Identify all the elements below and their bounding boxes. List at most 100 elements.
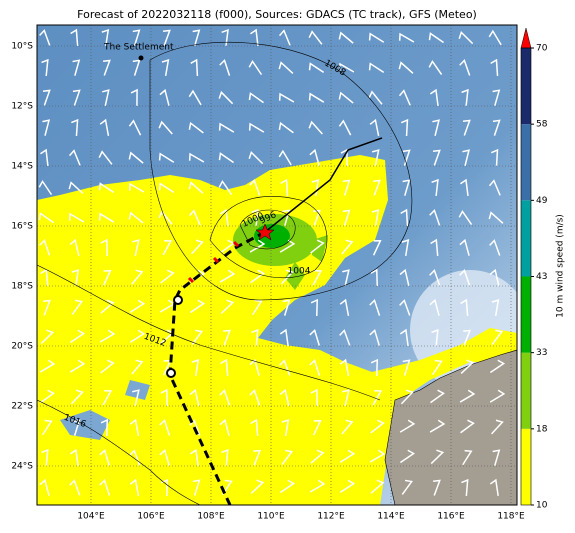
barb-stroke xyxy=(460,298,469,317)
wind-barb xyxy=(39,478,50,496)
wind-barb xyxy=(308,120,323,135)
wind-barb xyxy=(71,118,79,137)
barb-stroke xyxy=(40,268,49,287)
wind-barb xyxy=(68,149,81,166)
wind-barb xyxy=(162,29,171,46)
wind-barb xyxy=(99,329,116,343)
wind-barb xyxy=(338,62,355,73)
wind-barb xyxy=(38,179,53,196)
wind-barb xyxy=(462,149,470,166)
barb-stroke xyxy=(42,89,51,106)
wind-barb xyxy=(339,298,350,317)
barb-stroke xyxy=(458,30,474,45)
wind-barb xyxy=(160,388,168,407)
wind-barb xyxy=(42,419,53,436)
wind-barb xyxy=(159,88,170,106)
barb-stroke xyxy=(430,238,439,257)
wind-barb xyxy=(340,148,348,167)
barb-stroke xyxy=(102,389,113,406)
wind-barb xyxy=(70,389,84,405)
barb-stroke xyxy=(399,299,411,316)
wind-barb xyxy=(278,149,292,166)
wind-barb xyxy=(218,152,235,164)
calm-patch xyxy=(60,380,150,440)
wind-barb xyxy=(431,178,439,197)
wind-barb xyxy=(429,419,446,433)
wind-barb xyxy=(460,178,469,197)
wind-barb xyxy=(128,119,142,136)
wind-barb xyxy=(488,179,501,196)
barb-stroke xyxy=(131,269,144,285)
wind-barb xyxy=(401,479,414,495)
barb-stroke xyxy=(401,239,410,257)
barb-stroke xyxy=(158,210,173,225)
barb-stroke xyxy=(488,179,501,196)
barb-stroke xyxy=(72,419,81,436)
barb-stroke xyxy=(251,208,259,227)
wind-barb xyxy=(339,329,351,346)
barb-stroke xyxy=(160,269,175,284)
wind-barb xyxy=(430,389,445,404)
barb-stroke xyxy=(309,359,321,376)
wind-barb xyxy=(40,329,55,345)
wind-barb xyxy=(189,448,199,467)
barb-stroke xyxy=(252,299,263,316)
barb-stroke xyxy=(71,299,84,315)
barb-stroke xyxy=(250,269,265,284)
wind-barb xyxy=(279,388,290,406)
wind-barb xyxy=(41,58,49,77)
barb-stroke xyxy=(338,119,352,136)
barb-stroke xyxy=(188,181,204,194)
wind-barb xyxy=(72,59,81,76)
barb-stroke xyxy=(338,91,354,104)
wind-barb xyxy=(162,239,173,256)
barb-stroke xyxy=(128,211,144,224)
barb-stroke xyxy=(190,58,199,77)
lat-label: 14°S xyxy=(11,162,33,172)
colorbar-segment xyxy=(521,276,531,353)
wind-barb xyxy=(399,268,410,286)
lon-label: 116°E xyxy=(437,512,465,522)
barb-stroke xyxy=(372,389,383,406)
barb-stroke xyxy=(100,418,109,437)
barb-stroke xyxy=(250,28,259,47)
barb-stroke xyxy=(41,448,49,467)
wind-barb xyxy=(309,328,321,346)
wind-barb xyxy=(281,419,290,437)
wind-barb xyxy=(342,389,350,406)
wind-barb xyxy=(460,359,475,375)
wind-barb xyxy=(248,150,264,165)
wind-barb xyxy=(429,209,441,226)
lat-label: 10°S xyxy=(11,42,33,52)
barb-stroke xyxy=(310,388,318,407)
wind-barb xyxy=(220,358,229,377)
colorbar-segment xyxy=(521,200,531,277)
wind-barb xyxy=(130,88,138,107)
colorbar-tick-label: 70 xyxy=(536,44,548,54)
wind-barb xyxy=(129,329,146,343)
wind-barb xyxy=(338,31,354,44)
isobars xyxy=(37,41,413,505)
wind-barb xyxy=(368,62,385,73)
wind-barb xyxy=(253,449,262,466)
wind-barb xyxy=(341,239,354,255)
wind-barb xyxy=(192,29,201,46)
lon-label: 104°E xyxy=(77,512,105,522)
wind-barb xyxy=(132,389,140,406)
lat-label: 20°S xyxy=(11,342,33,352)
barb-stroke xyxy=(68,212,85,223)
wind-barb xyxy=(189,299,206,314)
wind-barb xyxy=(159,419,171,436)
wind-barb xyxy=(400,118,409,137)
colorbar-segment xyxy=(521,124,531,201)
map-frame xyxy=(36,24,518,506)
barb-stroke xyxy=(308,62,325,74)
barb-stroke xyxy=(188,152,205,163)
wind-barb xyxy=(189,419,201,436)
wind-barb xyxy=(492,89,501,106)
barb-stroke xyxy=(308,120,323,135)
barb-stroke xyxy=(40,329,55,345)
wind-barb xyxy=(369,118,380,136)
wind-barb xyxy=(462,119,471,136)
barb-stroke xyxy=(248,150,264,165)
